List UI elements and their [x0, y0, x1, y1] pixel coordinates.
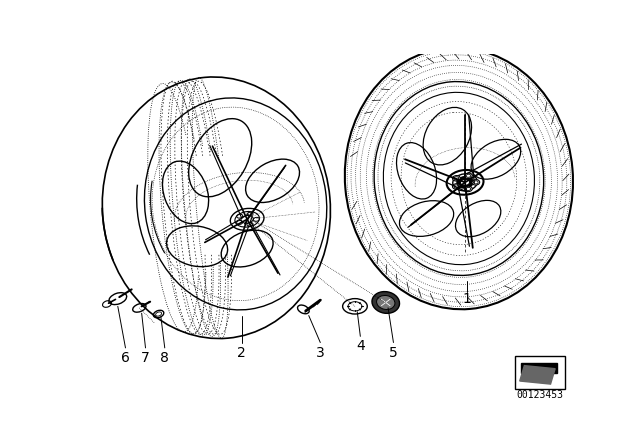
- Bar: [515, 356, 565, 389]
- Text: 1: 1: [462, 292, 471, 306]
- Text: 00123453: 00123453: [516, 390, 563, 400]
- Text: 7: 7: [141, 351, 150, 365]
- Ellipse shape: [458, 177, 473, 188]
- Text: 3: 3: [316, 345, 324, 359]
- Ellipse shape: [342, 299, 367, 314]
- Ellipse shape: [447, 170, 483, 195]
- Ellipse shape: [465, 173, 472, 178]
- Text: 2: 2: [237, 345, 246, 359]
- Ellipse shape: [460, 179, 470, 185]
- Text: 6: 6: [121, 351, 130, 365]
- Ellipse shape: [465, 186, 472, 192]
- Text: 4: 4: [356, 340, 365, 353]
- Text: 8: 8: [161, 351, 169, 365]
- Text: 5: 5: [389, 345, 398, 359]
- Polygon shape: [521, 362, 557, 373]
- Ellipse shape: [472, 180, 480, 185]
- Ellipse shape: [372, 292, 399, 313]
- Polygon shape: [520, 366, 555, 384]
- Ellipse shape: [452, 184, 460, 189]
- Ellipse shape: [452, 176, 460, 181]
- Ellipse shape: [376, 296, 395, 310]
